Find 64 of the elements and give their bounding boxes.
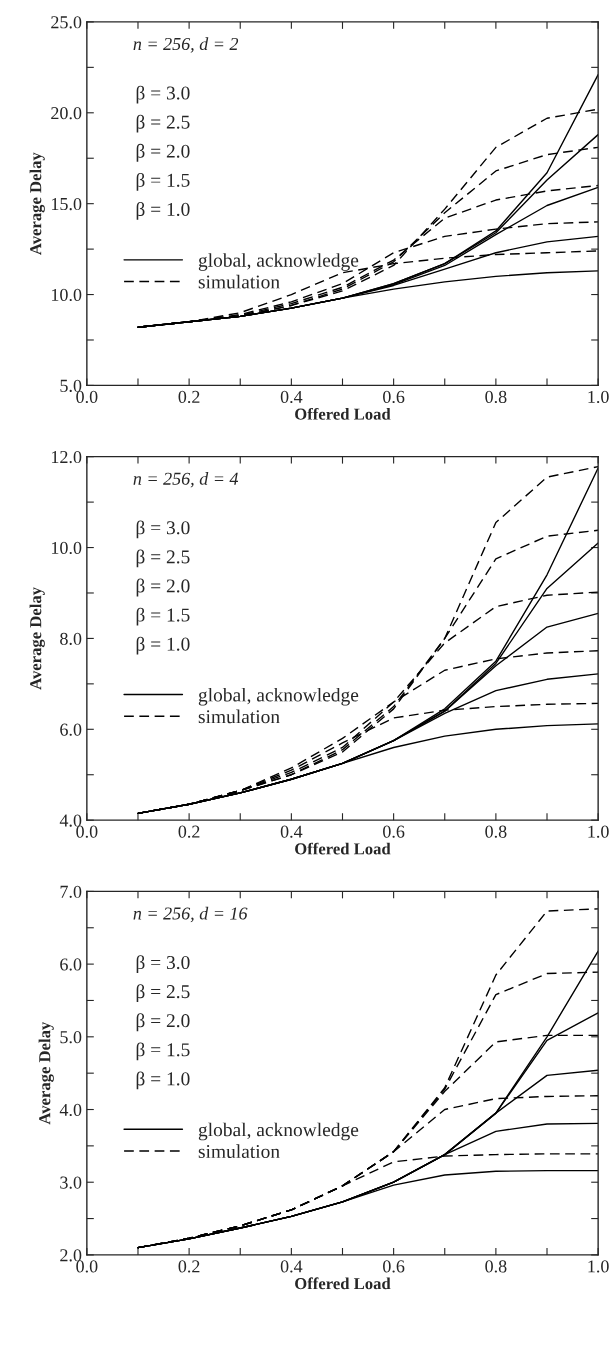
x-tick-label: 0.4 bbox=[280, 390, 303, 404]
annotation: β = 2.0 bbox=[136, 143, 190, 162]
annotation: n = 256, d = 4 bbox=[133, 472, 239, 488]
x-axis-title: Offered Load bbox=[295, 842, 391, 855]
annotation: β = 2.0 bbox=[136, 1013, 190, 1032]
annotation: β = 3.0 bbox=[136, 520, 190, 539]
x-tick-label: 0.8 bbox=[485, 390, 507, 404]
y-tick-label: 5.0 bbox=[60, 1031, 82, 1044]
y-tick-label: 6.0 bbox=[60, 723, 82, 736]
annotation: β = 1.0 bbox=[136, 636, 190, 655]
annotation: β = 1.5 bbox=[136, 1042, 190, 1061]
annotation: β = 3.0 bbox=[136, 85, 190, 104]
y-tick-label: 4.0 bbox=[59, 814, 82, 827]
y-tick-label: 3.0 bbox=[60, 1176, 82, 1189]
y-axis-title: Average Delay bbox=[29, 587, 45, 690]
x-tick-label: 1.0 bbox=[588, 825, 609, 838]
annotation: β = 1.5 bbox=[136, 607, 190, 626]
y-axis-title: Average Delay bbox=[38, 1021, 54, 1125]
y-axis-title: Average Delay bbox=[29, 152, 45, 255]
annotation: β = 2.0 bbox=[136, 578, 190, 597]
x-axis-title: Offered Load bbox=[295, 1277, 391, 1290]
y-tick-label: 5.0 bbox=[60, 379, 82, 392]
annotation: β = 1.0 bbox=[136, 202, 190, 220]
legend-label: global, acknowledge bbox=[198, 687, 359, 706]
x-tick-label: 0.6 bbox=[383, 1260, 405, 1273]
x-tick-label: 0.4 bbox=[280, 825, 303, 838]
x-tick-label: 0.6 bbox=[383, 390, 405, 404]
x-tick-label: 0.2 bbox=[178, 390, 200, 404]
x-tick-label: 0.0 bbox=[76, 390, 98, 404]
legend-label: simulation bbox=[198, 1144, 280, 1159]
legend-label: simulation bbox=[198, 274, 280, 289]
y-tick-label: 25.0 bbox=[51, 16, 82, 29]
y-tick-label: 15.0 bbox=[51, 197, 82, 211]
x-tick-label: 0.6 bbox=[383, 825, 405, 838]
x-tick-label: 0.8 bbox=[485, 825, 507, 838]
legend-label: global, acknowledge bbox=[198, 1122, 359, 1141]
y-tick-label: 2.0 bbox=[60, 1249, 82, 1262]
x-tick-label: 1.0 bbox=[588, 1260, 609, 1273]
x-axis-title: Offered Load bbox=[295, 407, 391, 420]
annotation: β = 2.5 bbox=[136, 984, 190, 1003]
y-tick-label: 10.0 bbox=[51, 541, 82, 555]
annotation: β = 1.5 bbox=[136, 172, 190, 191]
annotation: β = 2.5 bbox=[136, 549, 190, 568]
y-tick-label: 7.0 bbox=[60, 885, 82, 898]
x-tick-label: 1.0 bbox=[588, 390, 609, 404]
annotation: n = 256, d = 16 bbox=[133, 906, 248, 923]
y-tick-label: 10.0 bbox=[51, 288, 82, 302]
x-tick-label: 0.8 bbox=[485, 1260, 507, 1273]
y-tick-label: 6.0 bbox=[60, 958, 82, 971]
y-tick-label: 4.0 bbox=[59, 1103, 82, 1117]
x-tick-label: 0.0 bbox=[76, 825, 98, 838]
annotation: β = 3.0 bbox=[136, 955, 190, 974]
x-tick-label: 0.4 bbox=[280, 1260, 303, 1273]
annotation: β = 2.5 bbox=[136, 114, 190, 133]
legend-label: simulation bbox=[198, 709, 280, 724]
y-tick-label: 8.0 bbox=[60, 632, 82, 645]
x-tick-label: 0.0 bbox=[76, 1260, 98, 1273]
x-tick-label: 0.2 bbox=[178, 825, 200, 838]
y-tick-label: 12.0 bbox=[51, 450, 82, 464]
y-tick-label: 20.0 bbox=[51, 107, 82, 120]
annotation: n = 256, d = 2 bbox=[133, 37, 239, 53]
x-tick-label: 0.2 bbox=[178, 1260, 200, 1273]
annotation: β = 1.0 bbox=[136, 1071, 190, 1090]
legend-label: global, acknowledge bbox=[198, 253, 359, 271]
